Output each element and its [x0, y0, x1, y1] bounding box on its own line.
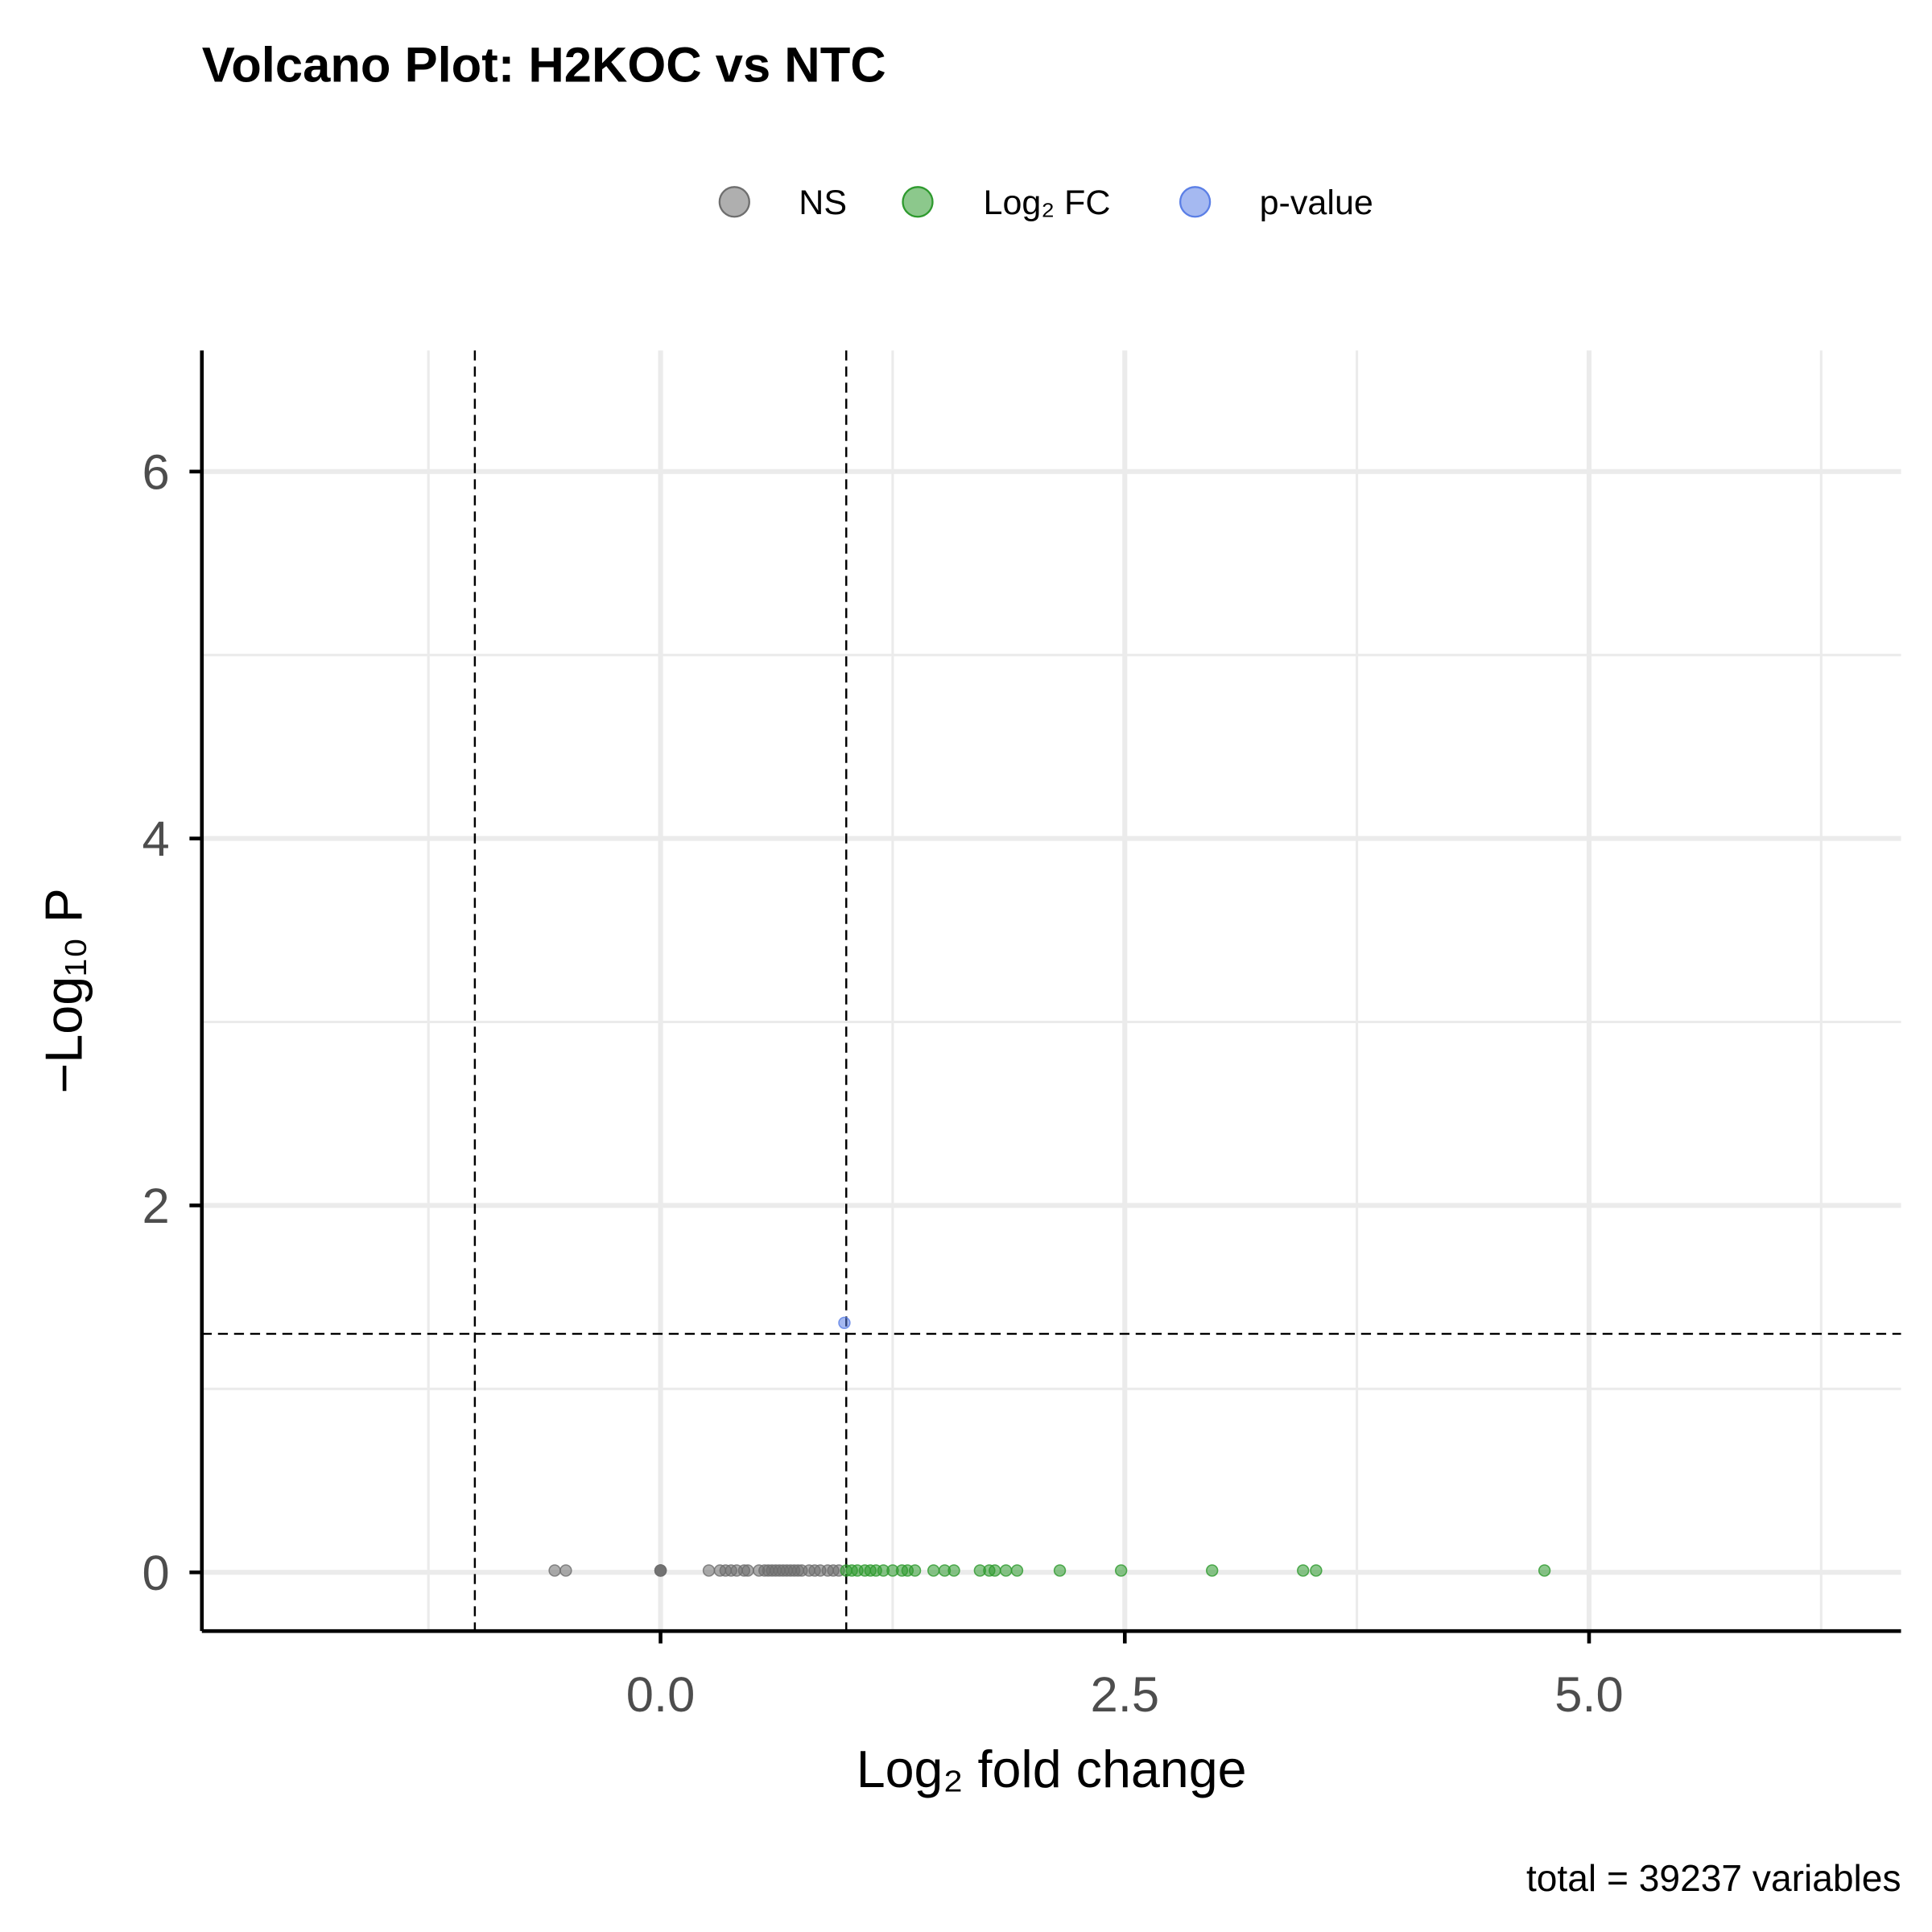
legend-swatch: [718, 186, 750, 218]
y-tick-label: 2: [142, 1179, 170, 1234]
point: [908, 1564, 922, 1577]
point: [1310, 1564, 1323, 1577]
point: [1053, 1564, 1067, 1577]
point: [1114, 1564, 1128, 1577]
point: [1206, 1564, 1219, 1577]
point: [999, 1564, 1013, 1577]
y-tick-label: 4: [142, 811, 170, 867]
plot-area: [201, 350, 1901, 1632]
point: [989, 1564, 1001, 1577]
point: [838, 1316, 851, 1329]
legend-swatch: [1179, 186, 1212, 218]
y-tick-label: 0: [142, 1546, 170, 1601]
point: [548, 1564, 561, 1577]
point: [702, 1564, 716, 1577]
point: [1538, 1564, 1551, 1577]
x-tick-label: 2.5: [1091, 1667, 1160, 1723]
point: [741, 1564, 754, 1577]
point: [559, 1564, 572, 1577]
legend-label: Log₂ FC: [984, 184, 1111, 222]
legend-swatch: [902, 186, 934, 218]
legend-label: p-value: [1260, 184, 1373, 222]
point: [1297, 1564, 1310, 1577]
legend: NS Log₂ FC p-value: [718, 184, 1373, 222]
y-tick-label: 6: [142, 444, 170, 500]
x-axis-label: Log₂ fold change: [857, 1740, 1247, 1798]
point: [1010, 1564, 1024, 1577]
x-tick-label: 0.0: [626, 1667, 696, 1723]
y-axis-label: −Log₁₀ P: [35, 888, 93, 1093]
point: [927, 1564, 940, 1577]
grid: 0.0 2.5 5.0 0 2 4 6: [142, 350, 1901, 1723]
point: [947, 1564, 960, 1577]
point: [654, 1564, 667, 1577]
legend-label: NS: [799, 184, 847, 222]
chart-title: Volcano Plot: H2KOC vs NTC: [202, 38, 886, 93]
caption: total = 39237 variables: [1526, 1857, 1901, 1899]
x-tick-label: 5.0: [1554, 1667, 1624, 1723]
